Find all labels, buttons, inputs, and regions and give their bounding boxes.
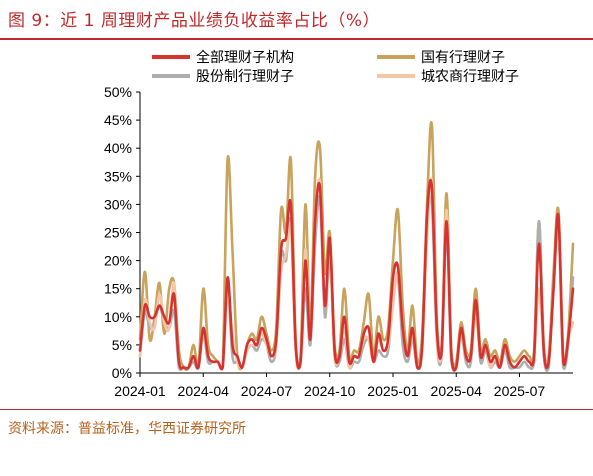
y-tick-label: 5% xyxy=(112,337,132,353)
plot-area xyxy=(138,121,575,373)
title-rule xyxy=(0,38,593,40)
y-tick-label: 45% xyxy=(104,112,132,128)
figure-title: 图 9：近 1 周理财产品业绩负收益率占比（%） xyxy=(8,11,380,31)
y-tick-label: 50% xyxy=(104,84,132,100)
y-tick-label: 15% xyxy=(104,281,132,297)
y-tick-label: 10% xyxy=(104,309,132,325)
y-tick-label: 35% xyxy=(104,168,132,184)
source-rule xyxy=(0,409,593,410)
y-tick-label: 30% xyxy=(104,196,132,212)
legend-label: 城农商行理财子 xyxy=(421,69,519,85)
source-note: 资料来源：普益标准，华西证券研究所 xyxy=(8,421,246,437)
x-tick-label: 2024-10 xyxy=(304,383,356,399)
y-axis: 0% 5% 10% 15% 20% 25% 30% 35% 40% 45% 50% xyxy=(104,84,141,381)
legend-label: 全部理财子机构 xyxy=(196,49,294,66)
x-tick-label: 2025-04 xyxy=(431,383,483,399)
y-tick-label: 40% xyxy=(104,140,132,156)
x-axis: 2024-01 2024-04 2024-07 2024-10 2025-01 2025-… xyxy=(114,372,573,399)
y-tick-label: 0% xyxy=(112,365,132,381)
x-tick-label: 2025-01 xyxy=(367,383,419,399)
y-tick-label: 25% xyxy=(104,225,132,241)
x-tick-label: 2024-01 xyxy=(114,383,166,399)
series-line-1 xyxy=(138,179,575,372)
x-tick-label: 2024-04 xyxy=(178,383,230,399)
x-tick-label: 2024-07 xyxy=(241,383,293,399)
y-tick-label: 20% xyxy=(104,253,132,269)
x-tick-label: 2025-07 xyxy=(494,383,546,399)
legend-label: 股份制行理财子 xyxy=(196,69,294,85)
legend-label: 国有行理财子 xyxy=(421,50,505,66)
